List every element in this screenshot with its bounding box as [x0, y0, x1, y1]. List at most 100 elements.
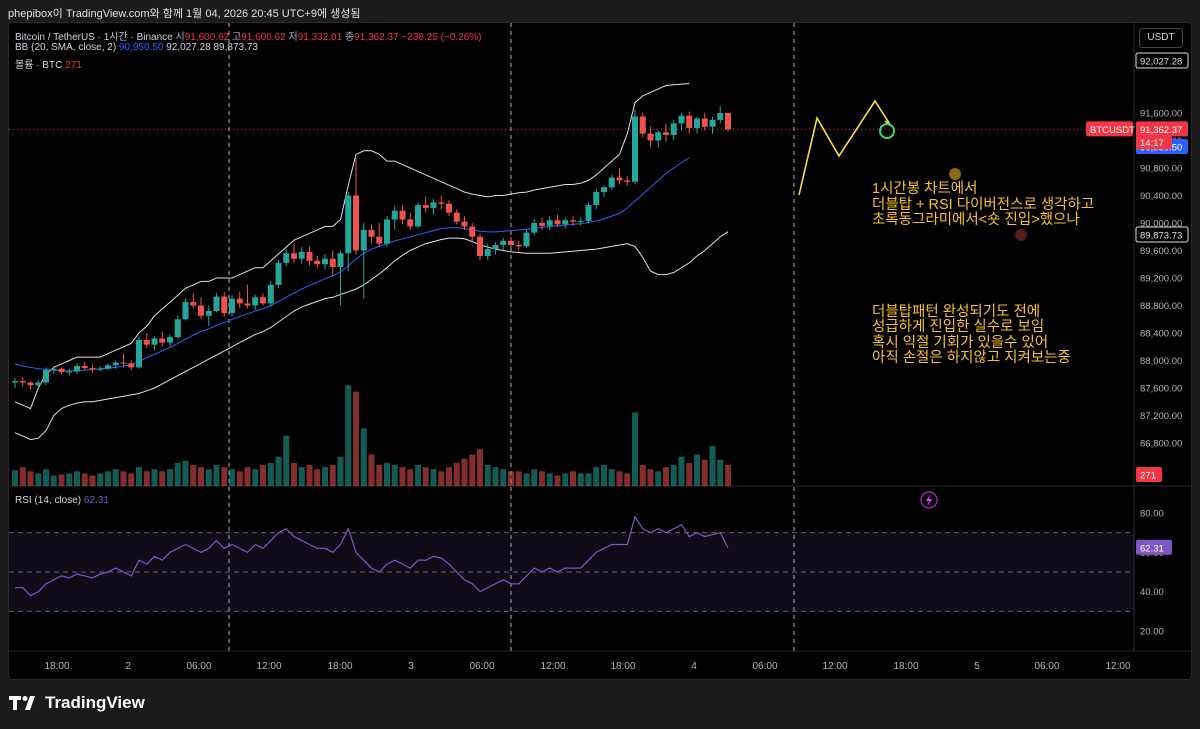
- time-axis-label: 06:00: [186, 661, 212, 672]
- tradingview-logo: TradingView: [9, 693, 145, 713]
- price-axis-label: 87,600.00: [1140, 384, 1182, 395]
- bb-basis-value: 90,950.50: [118, 42, 164, 53]
- volume-bar: [89, 475, 96, 486]
- candle-body: [267, 284, 274, 304]
- candle-body: [244, 303, 251, 306]
- last-price-tag-bg: [1136, 121, 1188, 137]
- candle-body: [670, 123, 677, 135]
- volume-bar: [43, 469, 49, 486]
- price-axis-label: 88,400.00: [1140, 329, 1182, 340]
- ohlc-close: 91,362.37: [354, 32, 399, 43]
- volume-bar: [725, 465, 731, 486]
- symbol-tag: BTCUSDT: [1090, 125, 1135, 136]
- volume-bar: [283, 435, 290, 486]
- volume-bar: [639, 465, 646, 486]
- annotation-line: 더블탑패턴 완성되기도 전에: [872, 303, 1041, 320]
- volume-bar: [554, 475, 561, 486]
- candle-body: [105, 365, 111, 369]
- candle-body: [484, 249, 491, 256]
- candle-body: [112, 362, 119, 366]
- volume-bar: [190, 465, 197, 486]
- time-axis[interactable]: 18:00 2 06:00 12:00 18:00 3 06:00 12:00 18:00 4 06…: [9, 651, 1191, 679]
- price-axis-label: 88,800.00: [1140, 301, 1182, 312]
- candle-body: [337, 253, 344, 267]
- volume-bar: [585, 473, 592, 486]
- volume-bar: [167, 469, 173, 486]
- volume-bar: [244, 467, 251, 486]
- time-axis-label: 12:00: [256, 661, 282, 672]
- volume-bar: [174, 462, 181, 486]
- price-axis-label: 89,200.00: [1140, 274, 1182, 285]
- candle-body: [438, 202, 445, 204]
- chart-frame[interactable]: 91,600.0091,200.0090,800.0090,400.0090,0…: [8, 22, 1192, 680]
- candle-body: [546, 220, 553, 226]
- volume-legend[interactable]: 볼륨 · BTC 271: [15, 56, 82, 71]
- volume-bar: [221, 467, 228, 486]
- price-axis-label: 89,600.00: [1140, 246, 1182, 257]
- time-axis-label: 5: [974, 661, 980, 672]
- volume-bar: [353, 391, 359, 486]
- volume-bar: [531, 469, 538, 486]
- candle-body: [415, 205, 421, 227]
- volume-bar: [182, 460, 189, 486]
- candle-body: [260, 297, 266, 304]
- volume-bar: [508, 471, 514, 486]
- volume-bar: [430, 469, 437, 486]
- bb-lower-line: [14, 231, 729, 441]
- candle-body: [709, 119, 716, 127]
- time-axis-label: 18:00: [893, 661, 919, 672]
- volume-bar: [329, 465, 336, 486]
- volume-bar: [647, 469, 654, 486]
- tradingview-logo-icon: [9, 696, 35, 710]
- volume-bar: [500, 469, 507, 486]
- price-axis-label: 87,200.00: [1140, 411, 1182, 422]
- bb-legend[interactable]: BB (20, SMA, close, 2) 90,950.50 92,027.…: [15, 42, 258, 53]
- volume-bar: [670, 465, 677, 486]
- highlight-dot: [949, 168, 961, 180]
- volume-bar: [422, 467, 429, 486]
- candle-body: [624, 180, 631, 182]
- volume-bar: [415, 465, 421, 486]
- volume-bar: [314, 469, 321, 486]
- chart-canvas[interactable]: 91,600.0091,200.0090,800.0090,400.0090,0…: [9, 23, 1192, 680]
- volume-bar: [593, 467, 600, 486]
- snapshot-header: phepibox이 TradingView.com와 함께 1월 04, 202…: [8, 8, 361, 20]
- candle-body: [306, 251, 313, 261]
- rsi-legend[interactable]: RSI (14, close) 62.31: [15, 495, 109, 506]
- ohlc-low: 91,332.01: [297, 32, 343, 43]
- volume-bar: [12, 470, 18, 486]
- time-axis-label: 4: [691, 661, 697, 672]
- bb-upper-tag-bg: [1135, 52, 1189, 69]
- time-axis-label: 06:00: [1034, 661, 1060, 672]
- volume-bar: [50, 475, 57, 486]
- currency-selector[interactable]: USDT: [1139, 28, 1183, 48]
- annotation-text[interactable]: 1시간봉 차트에서 더블탑 + RSI 다이버전스로 생각하고 초록동그라미에서<숏…: [872, 151, 1094, 398]
- bb-upper-tag: 92,027.28: [1140, 57, 1182, 68]
- time-axis-label: 12:00: [822, 661, 848, 672]
- candle-body: [252, 297, 259, 306]
- lightning-icon: [920, 491, 938, 509]
- candle-body: [12, 381, 18, 383]
- volume-bar: [570, 471, 576, 486]
- volume-value: 271: [65, 60, 82, 71]
- volume-bar: [446, 467, 452, 486]
- volume-bar: [27, 471, 34, 486]
- candle-body: [50, 368, 57, 371]
- rsi-axis-label: 80.00: [1140, 509, 1164, 520]
- ohlc-high: 91,600.62: [241, 32, 286, 43]
- annotation-line: 아직 손절은 하지않고 지켜보는중: [872, 350, 1071, 366]
- candle-body: [717, 113, 724, 120]
- candle-body: [89, 368, 96, 370]
- candle-body: [360, 229, 367, 251]
- candle-body: [174, 319, 181, 338]
- time-axis-label: 12:00: [540, 661, 566, 672]
- candle-body: [322, 258, 328, 265]
- volume-bar: [484, 465, 491, 486]
- candle-body: [128, 363, 135, 368]
- volume-bar: [74, 471, 80, 486]
- symbol-title[interactable]: Bitcoin / TetherUS · 1시간 · Binance: [15, 32, 173, 43]
- volume-bar: [112, 469, 119, 486]
- volume-bar: [236, 471, 243, 486]
- candle-body: [725, 113, 731, 130]
- candle-body: [143, 339, 150, 345]
